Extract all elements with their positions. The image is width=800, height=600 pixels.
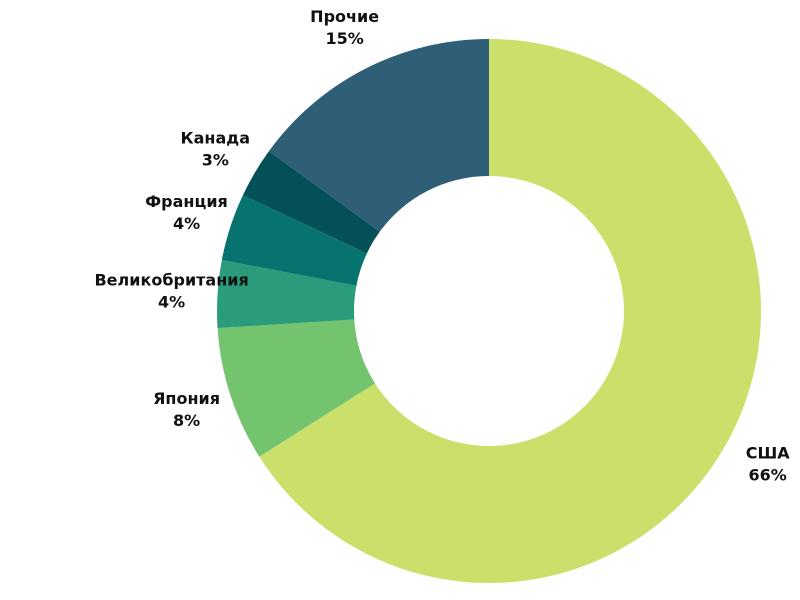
slice-value-label: 15% bbox=[325, 29, 363, 48]
donut-slice bbox=[268, 39, 489, 232]
slice-label: Канада bbox=[181, 129, 250, 148]
slice-value-label: 66% bbox=[749, 466, 787, 485]
slice-value-label: 4% bbox=[173, 214, 200, 233]
slice-value-label: 8% bbox=[173, 411, 200, 430]
slice-label: США bbox=[746, 444, 791, 463]
donut-slice bbox=[217, 260, 357, 329]
donut-slice bbox=[221, 195, 367, 286]
donut-slice bbox=[242, 151, 380, 254]
slice-label: Япония bbox=[153, 389, 220, 408]
slice-label: Франция bbox=[145, 192, 228, 211]
slice-label: Прочие bbox=[310, 7, 379, 26]
donut-slice bbox=[217, 319, 376, 457]
donut-slice bbox=[259, 39, 762, 583]
slice-label: Великобритания bbox=[94, 271, 248, 290]
slice-value-label: 4% bbox=[158, 293, 185, 312]
slice-value-label: 3% bbox=[202, 151, 229, 170]
